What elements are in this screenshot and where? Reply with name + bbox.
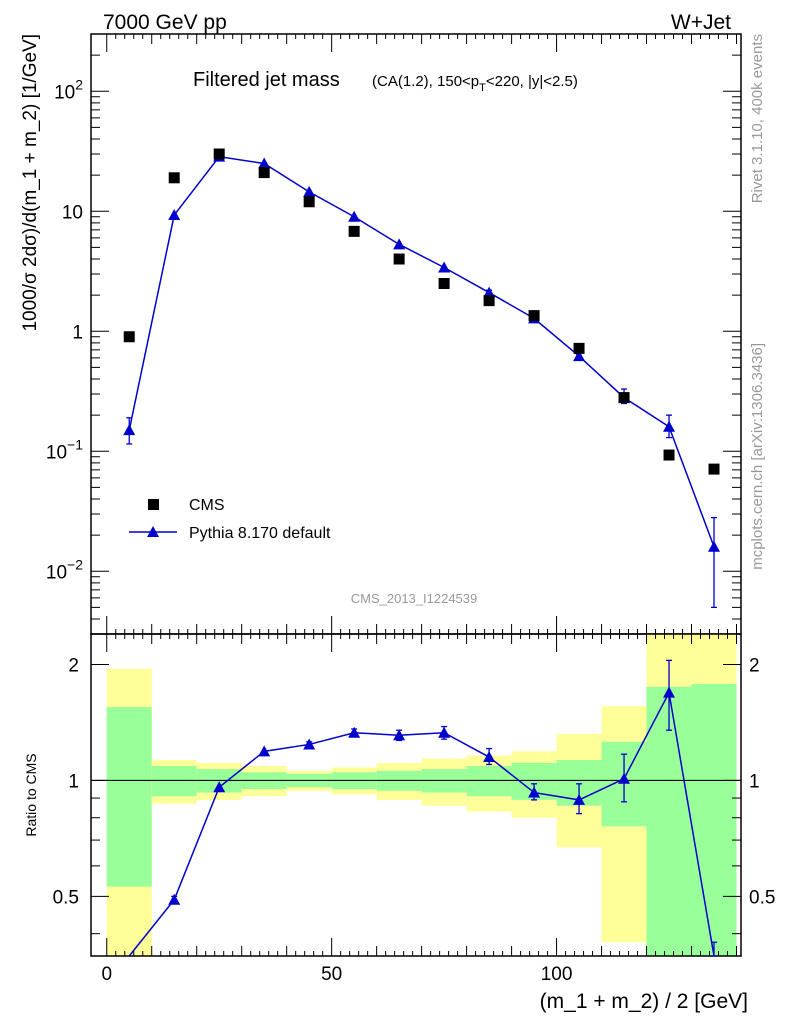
cms-point [213, 148, 225, 160]
legend: CMS Pythia 8.170 default [129, 497, 331, 542]
mc-point [483, 286, 496, 298]
legend-mc-marker [147, 526, 159, 537]
mcplots-source-label: mcplots.cern.ch [arXiv:1306.3436] [749, 343, 766, 570]
cms-point [168, 172, 180, 184]
x-tick-label: 0 [101, 964, 112, 985]
ratio-mc-point [528, 786, 541, 798]
main-y-tick-label: 102 [54, 76, 83, 103]
cms-point [483, 295, 495, 307]
ratio-mc-point [573, 793, 586, 805]
mc-point [663, 420, 676, 432]
ratio-y-tick-label-left: 2 [68, 655, 79, 676]
plot-title-detail: (CA(1.2), 150<pT<220, |y|<2.5) [372, 73, 578, 94]
cms-point [708, 463, 720, 475]
cms-point [618, 392, 630, 404]
ratio-mc-point [348, 726, 361, 738]
main-plot-data [123, 148, 721, 609]
ratio-y-axis-label: Ratio to CMS [23, 753, 39, 836]
mc-point [708, 540, 721, 552]
mc-point [438, 261, 451, 273]
ratio-band-inner [151, 766, 197, 797]
header-right-label: W+Jet [671, 11, 731, 34]
ratio-plot-data [128, 659, 718, 957]
cms-point [393, 253, 405, 265]
cms-point [438, 278, 450, 290]
mc-point [393, 238, 406, 250]
x-tick-label: 100 [541, 964, 573, 985]
mc-point [303, 185, 316, 197]
main-plot-frame [90, 33, 742, 635]
plot-title: Filtered jet mass [193, 69, 340, 91]
ratio-mc-line [128, 690, 715, 957]
ratio-mc-point [168, 893, 181, 905]
ratio-band-inner [466, 766, 512, 797]
ratio-y-tick-label-left: 1 [68, 771, 79, 792]
ratio-uncertainty-bands [91, 634, 741, 956]
cms-point [663, 449, 675, 461]
legend-mc-label: Pythia 8.170 default [189, 525, 331, 542]
ratio-mc-point [663, 686, 676, 698]
ratio-mc-point [213, 781, 226, 793]
cms-point [528, 310, 540, 322]
ratio-plot-axes: 0 50 100 0.5 0.5 1 1 2 2 [53, 633, 775, 985]
rivet-info-label: Rivet 3.1.10, 400k events [749, 34, 766, 203]
ratio-mc-point [303, 738, 316, 750]
legend-cms-label: CMS [189, 497, 225, 514]
ratio-band-inner [646, 686, 692, 956]
cms-point [123, 331, 135, 343]
main-y-tick-label: 10−1 [46, 436, 83, 463]
ratio-mc-point [483, 751, 496, 763]
x-tick-label: 50 [321, 964, 342, 985]
cms-point [348, 225, 360, 237]
mc-line [128, 155, 715, 548]
mc-point [348, 210, 361, 222]
cms-point [573, 342, 585, 354]
ratio-y-tick-label-right: 2 [749, 655, 760, 676]
ratio-mc-point [438, 726, 451, 738]
ratio-band-inner [106, 707, 152, 887]
mc-point [168, 209, 181, 221]
main-y-axis-label: 1000/σ 2dσ)/d(m_1 + m_2) [1/GeV] [20, 34, 41, 332]
x-axis-label: (m_1 + m_2) / 2 [GeV] [540, 990, 748, 1013]
main-y-tick-label: 10 [62, 202, 83, 223]
mc-point [573, 350, 586, 362]
ratio-mc-point [258, 745, 271, 757]
ratio-band-inner [691, 683, 737, 956]
ratio-mc-point [618, 772, 631, 784]
legend-cms-marker [148, 499, 159, 510]
analysis-watermark: CMS_2013_I1224539 [351, 591, 478, 606]
cms-point [303, 196, 315, 208]
ratio-y-tick-label-left: 0.5 [53, 887, 79, 908]
mc-point [258, 157, 271, 169]
ratio-mc-point [393, 729, 406, 741]
main-y-tick-label: 10−2 [46, 556, 83, 583]
mc-point [123, 424, 136, 436]
cms-point [258, 167, 270, 179]
main-plot-axes: 10−2 10−1 1 10 102 [46, 33, 742, 635]
ratio-y-tick-label-right: 1 [749, 771, 760, 792]
header-left-label: 7000 GeV pp [103, 11, 227, 34]
ratio-y-tick-label-right: 0.5 [749, 887, 775, 908]
main-y-tick-label: 1 [72, 322, 83, 343]
ratio-plot-frame [90, 633, 742, 957]
